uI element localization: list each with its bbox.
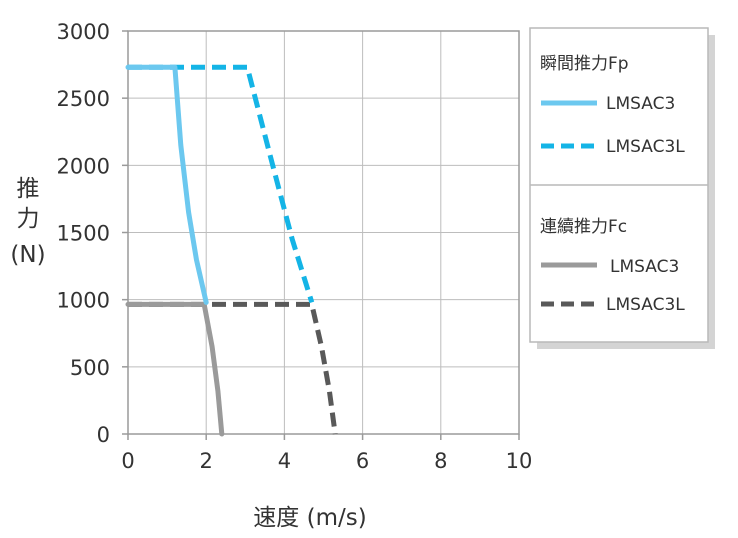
y-tick-label-2: 1000: [57, 289, 110, 313]
y-tick-label-4: 2000: [57, 154, 110, 178]
y-tick-label-0: 0: [97, 423, 110, 447]
legend-label-fp-lmsac3: LMSAC3: [606, 94, 675, 114]
y-axis-ticks: 0 500 1000 1500 2000 2500 3000: [57, 20, 128, 447]
x-axis-title: 速度 (m/s): [253, 505, 366, 531]
legend-group-title-fc: 連續推力Fc: [540, 217, 627, 237]
y-axis-title-line-1: 推: [17, 176, 40, 202]
series-group: [125, 64, 338, 437]
x-tick-label-3: 6: [356, 449, 369, 473]
series-line-fc-lmsac3l: [128, 301, 338, 435]
series-line-fp-lmsac3: [125, 64, 209, 305]
x-tick-label-1: 2: [200, 449, 213, 473]
x-axis-ticks: 0 2 4 6 8 10: [121, 434, 532, 473]
legend-group-title-fp: 瞬間推力Fp: [540, 54, 629, 74]
legend: 瞬間推力Fp LMSAC3 LMSAC3L 連續推力Fc LMSAC3 LMSA…: [529, 27, 715, 349]
y-tick-label-5: 2500: [57, 87, 110, 111]
legend-label-fc-lmsac3l: LMSAC3L: [606, 295, 685, 315]
x-tick-label-5: 10: [506, 449, 533, 473]
x-tick-label-4: 8: [434, 449, 447, 473]
grid: [127, 30, 520, 435]
x-tick-label-2: 4: [278, 449, 291, 473]
x-tick-label-0: 0: [121, 449, 134, 473]
y-tick-label-3: 1500: [57, 222, 110, 246]
y-axis-title-line-3: (N): [10, 242, 45, 268]
legend-label-fc-lmsac3: LMSAC3: [610, 257, 679, 277]
y-axis-title-line-2: 力: [17, 206, 40, 232]
series-line-fp-lmsac3l: [128, 64, 315, 304]
series-line-fc-lmsac3: [125, 301, 225, 437]
legend-label-fp-lmsac3l: LMSAC3L: [606, 137, 685, 157]
y-tick-label-1: 500: [70, 356, 110, 380]
y-tick-label-6: 3000: [57, 20, 110, 44]
